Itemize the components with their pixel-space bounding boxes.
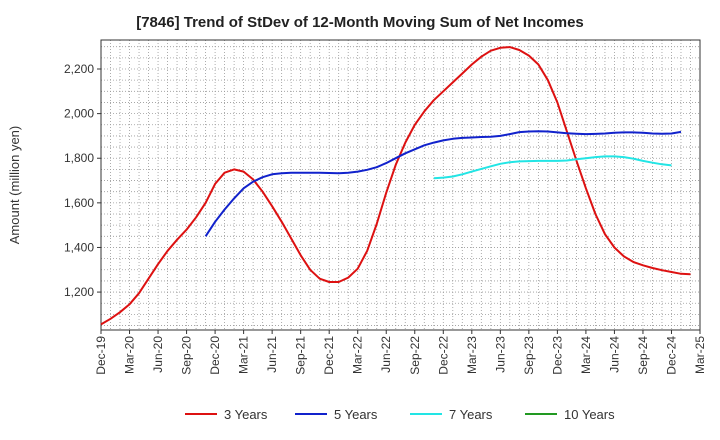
x-tick-label: Dec-19 bbox=[94, 336, 108, 375]
x-tick-label: Sep-22 bbox=[408, 336, 422, 375]
x-tick-label: Sep-23 bbox=[522, 336, 536, 375]
legend-label: 7 Years bbox=[449, 407, 493, 422]
x-tick-label: Mar-21 bbox=[237, 336, 251, 374]
x-tick-label: Dec-23 bbox=[550, 336, 564, 375]
legend-label: 10 Years bbox=[564, 407, 615, 422]
x-tick-label: Dec-22 bbox=[436, 336, 450, 375]
x-tick-label: Jun-21 bbox=[265, 336, 279, 373]
chart-title: [7846] Trend of StDev of 12-Month Moving… bbox=[136, 14, 584, 31]
legend-label: 5 Years bbox=[334, 407, 378, 422]
x-tick-label: Dec-24 bbox=[664, 336, 678, 375]
y-tick-label: 1,200 bbox=[64, 285, 94, 299]
x-tick-label: Jun-20 bbox=[151, 336, 165, 373]
y-tick-label: 2,200 bbox=[64, 62, 94, 76]
x-tick-label: Sep-20 bbox=[180, 336, 194, 375]
x-tick-label: Mar-25 bbox=[693, 336, 707, 374]
x-tick-label: Mar-20 bbox=[123, 336, 137, 374]
series-line-3-years bbox=[100, 46, 691, 326]
legend-label: 3 Years bbox=[224, 407, 268, 422]
y-tick-label: 2,000 bbox=[64, 107, 94, 121]
series-line-5-years bbox=[204, 130, 682, 237]
x-tick-label: Mar-23 bbox=[465, 336, 479, 374]
y-axis-title: Amount (million yen) bbox=[7, 126, 22, 245]
x-tick-label: Dec-20 bbox=[208, 336, 222, 375]
series-line-7-years bbox=[433, 155, 672, 180]
x-tick-label: Jun-22 bbox=[379, 336, 393, 373]
y-tick-label: 1,600 bbox=[64, 196, 94, 210]
x-tick-label: Sep-21 bbox=[294, 336, 308, 375]
y-tick-label: 1,800 bbox=[64, 151, 94, 165]
x-tick-label: Mar-24 bbox=[579, 336, 593, 374]
x-tick-label: Sep-24 bbox=[636, 336, 650, 375]
y-tick-label: 1,400 bbox=[64, 240, 94, 254]
x-tick-label: Jun-24 bbox=[607, 336, 621, 373]
x-tick-label: Jun-23 bbox=[493, 336, 507, 373]
x-tick-label: Dec-21 bbox=[322, 336, 336, 375]
x-tick-label: Mar-22 bbox=[351, 336, 365, 374]
plot-area-frame bbox=[100, 39, 701, 331]
